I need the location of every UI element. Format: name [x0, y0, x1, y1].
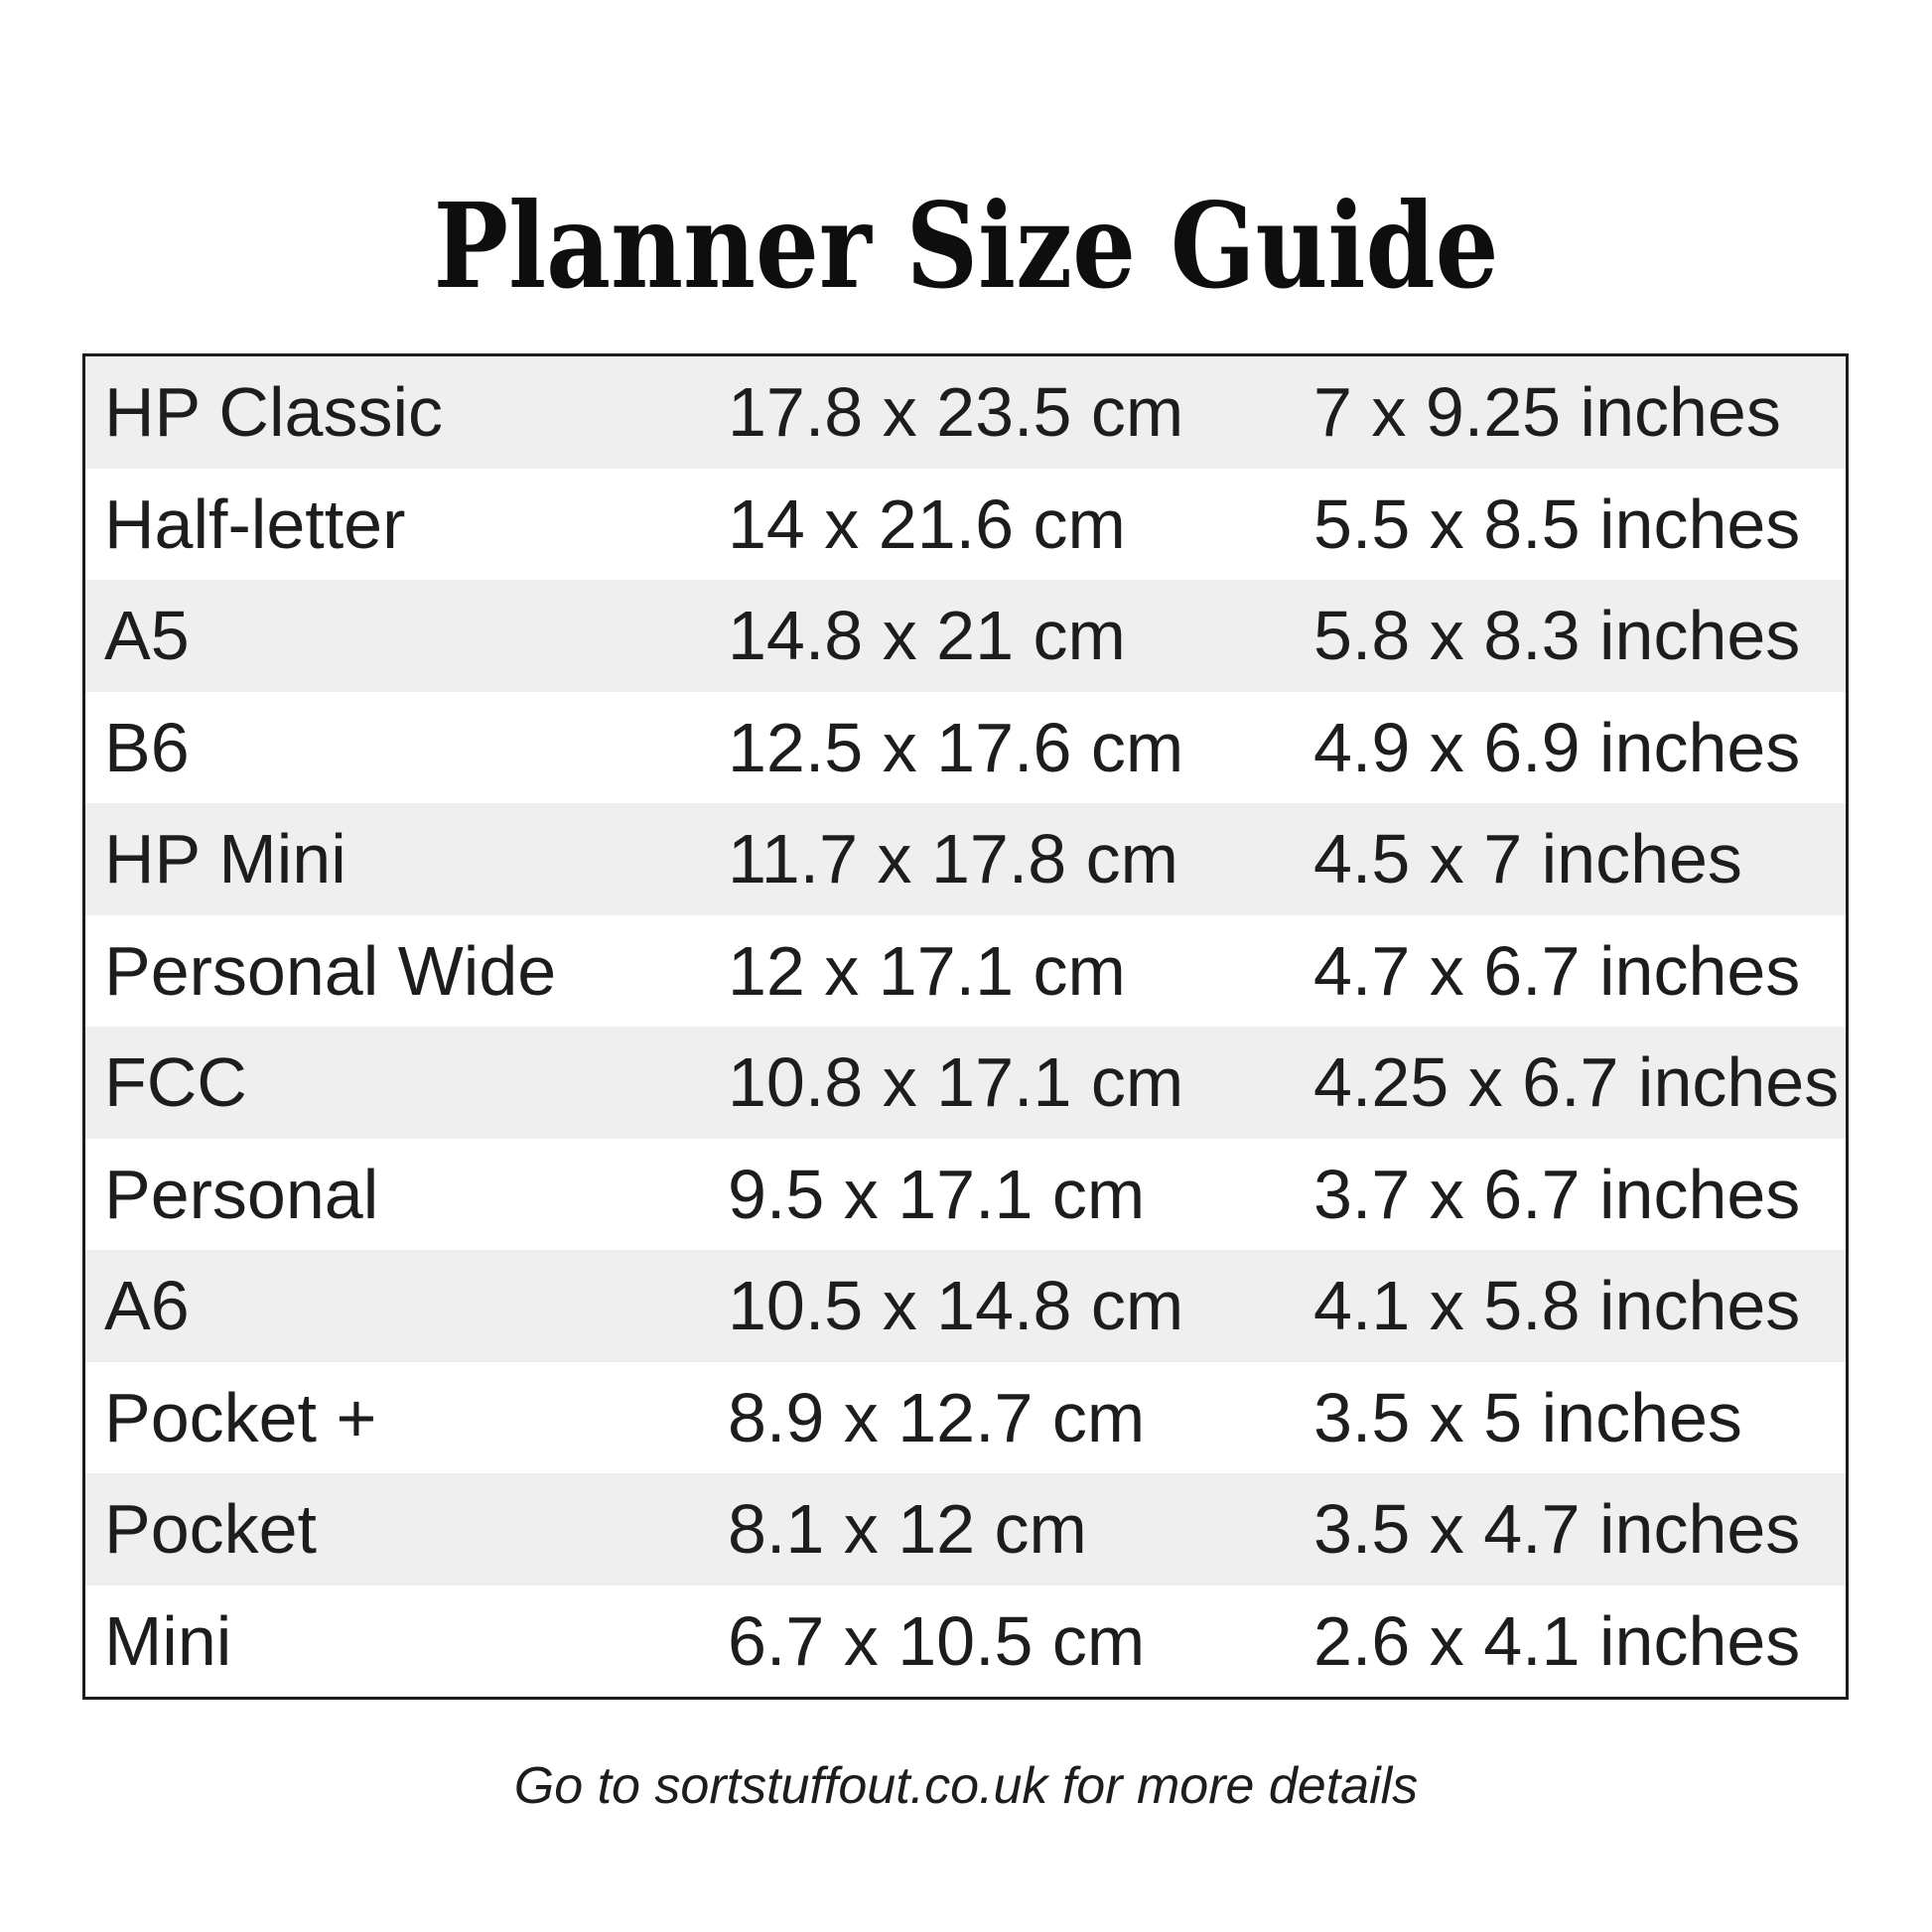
planner-name-cell: Mini [104, 1601, 232, 1680]
inch-size-cell: 2.6 x 4.1 inches [1313, 1601, 1801, 1680]
inch-size-cell: 4.25 x 6.7 inches [1313, 1043, 1840, 1122]
inch-size-cell: 3.5 x 5 inches [1313, 1378, 1742, 1456]
planner-name-cell: Personal [104, 1155, 379, 1233]
table-row: Pocket + 8.9 x 12.7 cm 3.5 x 5 inches [85, 1361, 1846, 1473]
cm-size-cell: 8.9 x 12.7 cm [728, 1378, 1146, 1456]
page-title-text: Planner Size Guide [433, 177, 1499, 315]
table-row: B6 12.5 x 17.6 cm 4.9 x 6.9 inches [85, 691, 1846, 803]
planner-name-cell: HP Classic [104, 373, 444, 452]
table-row: A6 10.5 x 14.8 cm 4.1 x 5.8 inches [85, 1250, 1846, 1362]
cm-size-cell: 6.7 x 10.5 cm [728, 1601, 1146, 1680]
planner-name-cell: Personal Wide [104, 931, 557, 1010]
footer-note: Go to sortstuffout.co.uk for more detail… [513, 1757, 1419, 1815]
table-row: FCC 10.8 x 17.1 cm 4.25 x 6.7 inches [85, 1027, 1846, 1139]
inch-size-cell: 4.7 x 6.7 inches [1313, 931, 1801, 1010]
table-row: A5 14.8 x 21 cm 5.8 x 8.3 inches [85, 580, 1846, 692]
planner-name-cell: Pocket + [104, 1378, 377, 1456]
planner-name-cell: HP Mini [104, 820, 346, 898]
inch-size-cell: 5.5 x 8.5 inches [1313, 484, 1801, 563]
cm-size-cell: 10.8 x 17.1 cm [728, 1043, 1184, 1122]
table-row: Personal Wide 12 x 17.1 cm 4.7 x 6.7 inc… [85, 914, 1846, 1027]
planner-name-cell: Half-letter [104, 484, 406, 563]
inch-size-cell: 3.7 x 6.7 inches [1313, 1155, 1801, 1233]
table-row: Mini 6.7 x 10.5 cm 2.6 x 4.1 inches [85, 1585, 1846, 1697]
cm-size-cell: 14.8 x 21 cm [728, 597, 1126, 675]
inch-size-cell: 4.9 x 6.9 inches [1313, 708, 1801, 786]
cm-size-cell: 10.5 x 14.8 cm [728, 1267, 1184, 1345]
inch-size-cell: 5.8 x 8.3 inches [1313, 597, 1801, 675]
table-row: Half-letter 14 x 21.6 cm 5.5 x 8.5 inche… [85, 468, 1846, 580]
cm-size-cell: 9.5 x 17.1 cm [728, 1155, 1146, 1233]
planner-name-cell: FCC [104, 1043, 247, 1122]
cm-size-cell: 14 x 21.6 cm [728, 484, 1126, 563]
planner-name-cell: A6 [104, 1267, 190, 1345]
planner-name-cell: Pocket [104, 1490, 317, 1569]
planner-name-cell: A5 [104, 597, 190, 675]
inch-size-cell: 4.5 x 7 inches [1313, 820, 1742, 898]
cm-size-cell: 17.8 x 23.5 cm [728, 373, 1184, 452]
inch-size-cell: 7 x 9.25 inches [1313, 373, 1781, 452]
size-table: HP Classic 17.8 x 23.5 cm 7 x 9.25 inche… [82, 353, 1849, 1700]
table-row: HP Classic 17.8 x 23.5 cm 7 x 9.25 inche… [85, 356, 1846, 469]
cm-size-cell: 12 x 17.1 cm [728, 931, 1126, 1010]
inch-size-cell: 4.1 x 5.8 inches [1313, 1267, 1801, 1345]
planner-name-cell: B6 [104, 708, 190, 786]
table-row: Pocket 8.1 x 12 cm 3.5 x 4.7 inches [85, 1473, 1846, 1586]
cm-size-cell: 8.1 x 12 cm [728, 1490, 1087, 1569]
inch-size-cell: 3.5 x 4.7 inches [1313, 1490, 1801, 1569]
table-row: HP Mini 11.7 x 17.8 cm 4.5 x 7 inches [85, 803, 1846, 915]
cm-size-cell: 12.5 x 17.6 cm [728, 708, 1184, 786]
page-title: Planner Size Guide [0, 188, 1932, 305]
table-row: Personal 9.5 x 17.1 cm 3.7 x 6.7 inches [85, 1138, 1846, 1250]
cm-size-cell: 11.7 x 17.8 cm [728, 820, 1178, 898]
